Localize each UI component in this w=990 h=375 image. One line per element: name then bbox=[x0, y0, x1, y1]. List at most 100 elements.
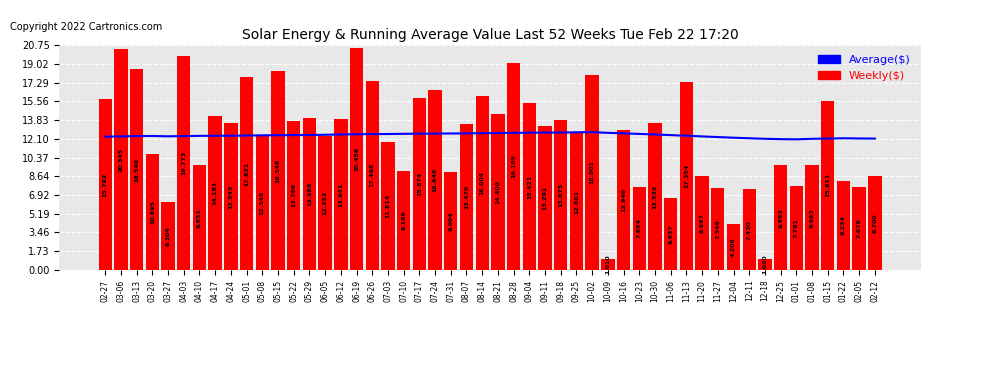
Text: 9.651: 9.651 bbox=[197, 208, 202, 228]
Bar bbox=[601, 259, 615, 270]
Text: 18.540: 18.540 bbox=[134, 158, 140, 182]
Text: 13.543: 13.543 bbox=[229, 184, 234, 209]
Bar bbox=[413, 98, 426, 270]
Text: 1.030: 1.030 bbox=[762, 255, 767, 274]
Bar bbox=[774, 165, 787, 270]
Bar bbox=[319, 136, 332, 270]
Text: 13.470: 13.470 bbox=[464, 185, 469, 209]
Text: 14.181: 14.181 bbox=[213, 181, 218, 205]
Bar bbox=[837, 181, 850, 270]
Text: 7.430: 7.430 bbox=[746, 220, 751, 240]
Bar bbox=[868, 176, 881, 270]
Text: 16.004: 16.004 bbox=[480, 171, 485, 195]
Text: 19.773: 19.773 bbox=[181, 151, 186, 175]
Bar bbox=[271, 71, 285, 270]
Bar bbox=[381, 142, 395, 270]
Text: 7.678: 7.678 bbox=[856, 218, 861, 238]
Text: 9.004: 9.004 bbox=[448, 211, 453, 231]
Bar bbox=[146, 154, 159, 270]
Bar bbox=[554, 120, 567, 270]
Text: 15.874: 15.874 bbox=[417, 172, 422, 196]
Text: 16.646: 16.646 bbox=[433, 168, 438, 192]
Bar bbox=[806, 165, 819, 270]
Text: 8.234: 8.234 bbox=[841, 215, 846, 235]
Bar bbox=[130, 69, 144, 270]
Text: 13.988: 13.988 bbox=[307, 182, 312, 206]
Bar bbox=[240, 77, 253, 270]
Bar bbox=[695, 176, 709, 270]
Bar bbox=[193, 165, 206, 270]
Text: 13.766: 13.766 bbox=[291, 183, 296, 207]
Bar bbox=[742, 189, 756, 270]
Text: 12.601: 12.601 bbox=[574, 190, 579, 214]
Legend: Average($), Weekly($): Average($), Weekly($) bbox=[814, 51, 915, 85]
Bar bbox=[303, 118, 316, 270]
Bar bbox=[585, 75, 599, 270]
Text: 7.654: 7.654 bbox=[637, 219, 642, 239]
Text: 15.792: 15.792 bbox=[103, 172, 108, 196]
Bar bbox=[852, 187, 866, 270]
Bar bbox=[821, 101, 835, 270]
Bar bbox=[209, 116, 222, 270]
Bar bbox=[287, 121, 300, 270]
Bar bbox=[459, 124, 473, 270]
Text: 19.105: 19.105 bbox=[511, 154, 516, 178]
Text: 12.352: 12.352 bbox=[323, 191, 328, 215]
Bar bbox=[523, 103, 536, 270]
Bar bbox=[365, 81, 379, 270]
Text: 20.456: 20.456 bbox=[354, 147, 359, 171]
Text: 13.875: 13.875 bbox=[558, 183, 563, 207]
Text: 17.354: 17.354 bbox=[684, 164, 689, 188]
Bar bbox=[617, 130, 631, 270]
Text: 13.525: 13.525 bbox=[652, 184, 657, 209]
Bar bbox=[161, 202, 174, 270]
Text: 14.400: 14.400 bbox=[495, 180, 500, 204]
Text: 1.010: 1.010 bbox=[605, 255, 611, 274]
Text: 9.663: 9.663 bbox=[810, 208, 815, 228]
Text: 10.695: 10.695 bbox=[149, 200, 154, 224]
Bar bbox=[445, 172, 457, 270]
Bar bbox=[475, 96, 489, 270]
Bar bbox=[664, 198, 677, 270]
Text: 7.546: 7.546 bbox=[716, 219, 721, 239]
Bar bbox=[397, 171, 410, 270]
Bar bbox=[790, 186, 803, 270]
Text: 12.940: 12.940 bbox=[621, 188, 626, 212]
Bar bbox=[429, 90, 442, 270]
Bar bbox=[727, 224, 741, 270]
Bar bbox=[648, 123, 661, 270]
Bar bbox=[255, 136, 269, 270]
Bar bbox=[224, 123, 238, 270]
Bar bbox=[335, 119, 347, 270]
Bar bbox=[491, 114, 505, 270]
Text: 9.169: 9.169 bbox=[401, 210, 406, 230]
Text: 4.206: 4.206 bbox=[731, 237, 736, 257]
Text: 13.941: 13.941 bbox=[339, 182, 344, 207]
Text: 17.821: 17.821 bbox=[245, 161, 249, 186]
Bar bbox=[349, 48, 363, 270]
Bar bbox=[758, 259, 771, 270]
Text: 12.345: 12.345 bbox=[259, 191, 264, 215]
Text: 13.291: 13.291 bbox=[543, 186, 547, 210]
Text: 11.814: 11.814 bbox=[385, 194, 390, 218]
Text: 6.304: 6.304 bbox=[165, 226, 170, 246]
Bar bbox=[177, 56, 190, 270]
Text: 9.663: 9.663 bbox=[778, 208, 783, 228]
Text: 20.345: 20.345 bbox=[119, 148, 124, 172]
Bar bbox=[633, 187, 645, 270]
Bar bbox=[570, 134, 583, 270]
Text: Copyright 2022 Cartronics.com: Copyright 2022 Cartronics.com bbox=[10, 22, 162, 32]
Text: 18.001: 18.001 bbox=[590, 160, 595, 184]
Bar bbox=[680, 82, 693, 270]
Bar bbox=[99, 99, 112, 270]
Text: 6.637: 6.637 bbox=[668, 224, 673, 244]
Text: 15.611: 15.611 bbox=[826, 173, 831, 198]
Text: 8.667: 8.667 bbox=[700, 213, 705, 233]
Text: 7.791: 7.791 bbox=[794, 218, 799, 238]
Title: Solar Energy & Running Average Value Last 52 Weeks Tue Feb 22 17:20: Solar Energy & Running Average Value Las… bbox=[242, 28, 739, 42]
Text: 15.421: 15.421 bbox=[527, 174, 532, 198]
Bar bbox=[507, 63, 521, 270]
Text: 8.700: 8.700 bbox=[872, 213, 877, 232]
Text: 17.468: 17.468 bbox=[369, 163, 375, 188]
Bar bbox=[114, 50, 128, 270]
